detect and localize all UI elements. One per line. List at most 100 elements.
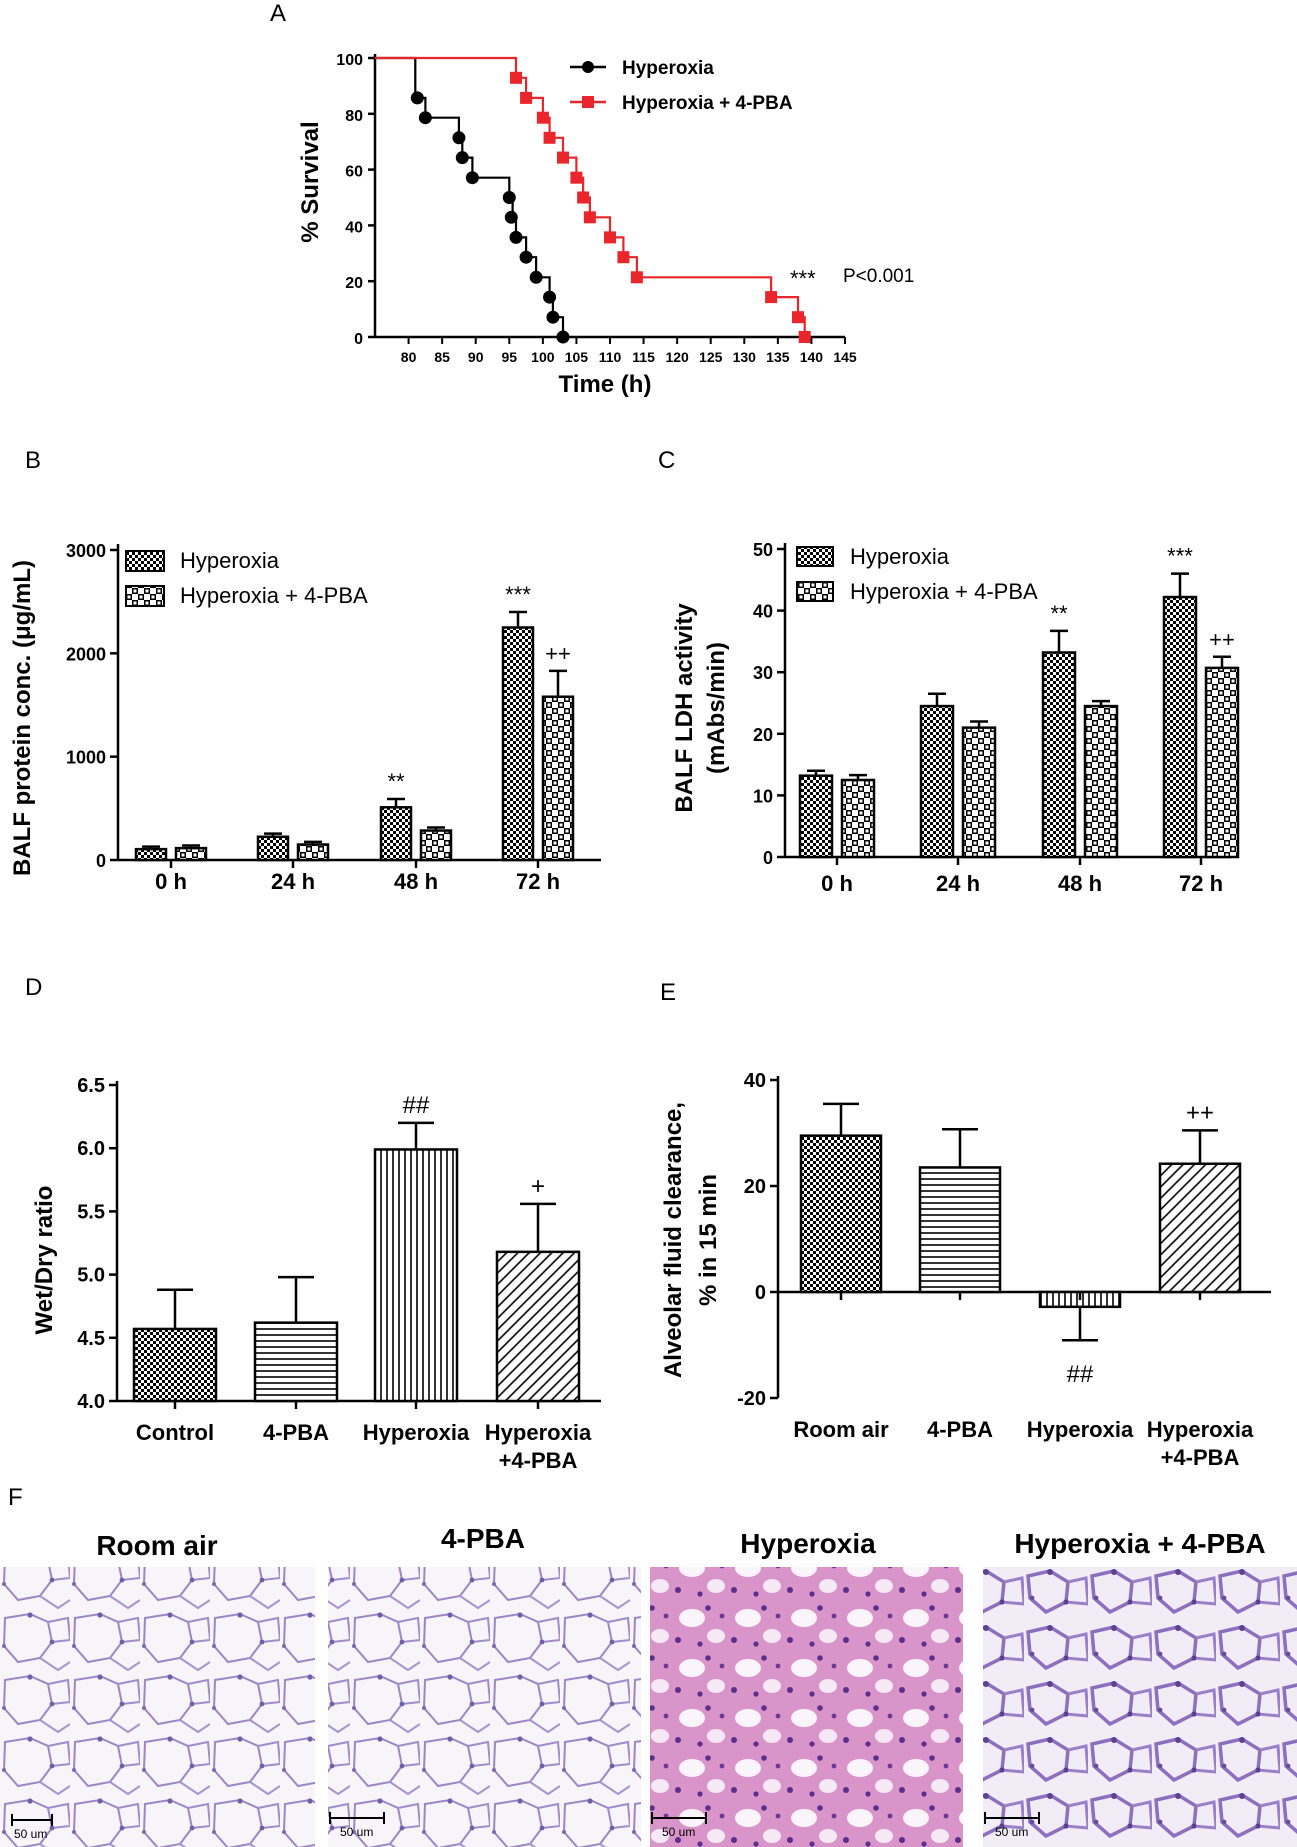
ch3-bar: [373, 1148, 459, 1403]
ch2-bar-hyperoxia: [1041, 651, 1077, 859]
a-point-pba: [583, 211, 596, 224]
a-y-tick-label: 40: [345, 219, 363, 236]
ch3-category-label: Control: [136, 1420, 214, 1445]
ch2-category-label: 48 h: [1058, 871, 1102, 896]
ch2-bar-pba: [1083, 704, 1119, 859]
ch2-y-tick-label: 10: [753, 786, 773, 806]
ch2-bar-hyperoxia: [1162, 595, 1198, 859]
scale-label-room-air: 50 um: [14, 1827, 47, 1841]
ch1-category-label: 0 h: [155, 869, 187, 894]
ch1-significance-label: ***: [505, 582, 531, 607]
a-point-pba: [604, 231, 616, 244]
ch3-y-tick-label: 4.5: [77, 1328, 105, 1350]
scale-label-hyperoxia-pba: 50 um: [995, 1825, 1028, 1839]
ch1-category-label: 24 h: [271, 869, 315, 894]
a-point-pba: [617, 251, 630, 264]
a-x-tick-label: 135: [766, 349, 790, 365]
ch3-significance-label: ##: [403, 1092, 430, 1119]
ch2-category-label: 0 h: [821, 871, 853, 896]
ch3-significance-label: +: [531, 1173, 545, 1200]
ch4-bar: [918, 1166, 1002, 1294]
a-point-pba: [510, 71, 522, 84]
a-point-pba: [557, 151, 569, 164]
panel-letter-f: F: [8, 1484, 23, 1511]
a-point-pba: [543, 131, 556, 144]
a-x-tick-label: 95: [501, 349, 517, 365]
a-point-pba: [798, 331, 811, 343]
c-legend-swatch-hyperoxia: [796, 546, 834, 567]
a-point-hyperoxia: [519, 250, 533, 264]
a-point-hyperoxia: [546, 310, 560, 324]
afc-chart: Alveolar fluid clearance, % in 15 min -2…: [660, 1070, 1271, 1470]
b-legend-label-pba: Hyperoxia + 4-PBA: [180, 583, 368, 608]
ch1-y-tick-label: 0: [96, 851, 106, 871]
ch2-bar-pba: [840, 778, 876, 859]
scale-bar-hyperoxia-pba: 50 um: [984, 1812, 1040, 1839]
a-point-pba: [536, 111, 549, 124]
ch1-category-label: 72 h: [516, 869, 560, 894]
a-legend-marker-pba: [582, 96, 594, 108]
ch4-category-label: Hyperoxia: [1147, 1417, 1254, 1442]
c-legend-label-pba: Hyperoxia + 4-PBA: [850, 579, 1038, 604]
a-x-tick-label: 140: [800, 349, 824, 365]
a-x-tick-label: 110: [599, 349, 622, 365]
micrograph-title-hyperoxia: Hyperoxia: [740, 1528, 876, 1559]
ch3-y-tick-label: 6.5: [77, 1075, 105, 1097]
a-y-tick-label: 60: [345, 164, 363, 181]
ch1-bar-hyperoxia: [501, 626, 535, 862]
a-legend-label-hyperoxia: Hyperoxia: [622, 58, 714, 79]
balf-protein-chart: BALF protein conc. (μg/mL) Hyperoxia Hyp…: [9, 541, 601, 894]
a-point-hyperoxia: [418, 111, 432, 125]
histology-panel: Room air 4-PBA Hyperoxia Hyperoxia + 4-P…: [0, 1523, 1297, 1847]
micrograph-hyperoxia-pba: [983, 1567, 1297, 1847]
ch3-category-label: Hyperoxia: [363, 1420, 470, 1445]
ch4-significance-label: ++: [1186, 1099, 1214, 1126]
e-y-axis-title-line2: % in 15 min: [695, 1174, 722, 1306]
ch4-bar: [799, 1134, 883, 1294]
ch2-category-label: 24 h: [936, 871, 980, 896]
ch1-y-tick-label: 1000: [66, 748, 106, 768]
scale-label-4pba: 50 um: [340, 1825, 373, 1839]
b-legend-swatch-hyperoxia: [125, 550, 165, 572]
ch4-category-label: Room air: [793, 1417, 889, 1442]
a-x-tick-label: 120: [665, 349, 689, 365]
ch2-category-label: 72 h: [1179, 871, 1223, 896]
c-legend-label-hyperoxia: Hyperoxia: [850, 544, 950, 569]
micrograph-hyperoxia: [650, 1567, 963, 1847]
ch1-bar-hyperoxia: [134, 847, 168, 862]
micrograph-title-4pba: 4-PBA: [441, 1523, 525, 1554]
c-y-axis-title-line2: (mAbs/min): [703, 642, 730, 774]
ch4-significance-label: ##: [1067, 1361, 1094, 1388]
a-y-axis-title: % Survival: [297, 121, 324, 242]
ch3-y-tick-label: 5.5: [77, 1201, 105, 1223]
ch1-significance-label: **: [387, 769, 405, 794]
a-p-value: P<0.001: [843, 266, 914, 287]
wet-dry-chart: Wet/Dry ratio 4.0 4.5 5.0 5.5 6.0 6.5 Control 4…: [31, 1075, 601, 1473]
ch3-y-tick-label: 5.0: [77, 1265, 105, 1287]
ch2-y-tick-label: 30: [753, 663, 773, 683]
a-point-hyperoxia: [410, 91, 424, 105]
ch2-significance-label: **: [1050, 601, 1068, 626]
ch3-category-label: +4-PBA: [499, 1448, 578, 1473]
a-point-hyperoxia: [504, 210, 518, 224]
ch3-category-label: 4-PBA: [263, 1420, 329, 1445]
ch2-y-tick-label: 50: [753, 540, 773, 560]
a-y-tick-label: 80: [345, 108, 363, 125]
a-point-pba: [570, 171, 583, 184]
a-point-pba: [630, 271, 643, 284]
micrograph-title-hyperoxia-pba: Hyperoxia + 4-PBA: [1014, 1528, 1265, 1559]
ch2-bar-pba: [1204, 666, 1240, 859]
a-x-tick-label: 90: [468, 349, 484, 365]
a-point-pba: [792, 311, 804, 324]
a-point-hyperoxia: [509, 230, 523, 244]
a-point-pba: [577, 191, 590, 204]
scale-label-hyperoxia: 50 um: [662, 1825, 695, 1839]
a-point-hyperoxia: [452, 131, 466, 145]
a-x-tick-label: 85: [434, 349, 450, 365]
a-legend-label-pba: Hyperoxia + 4-PBA: [622, 93, 793, 114]
a-point-hyperoxia: [502, 191, 516, 204]
a-y-tick-label: 20: [345, 275, 363, 292]
ch3-bar: [132, 1327, 218, 1403]
ch1-bar-pba: [296, 843, 330, 862]
ch4-category-label: +4-PBA: [1161, 1445, 1240, 1470]
